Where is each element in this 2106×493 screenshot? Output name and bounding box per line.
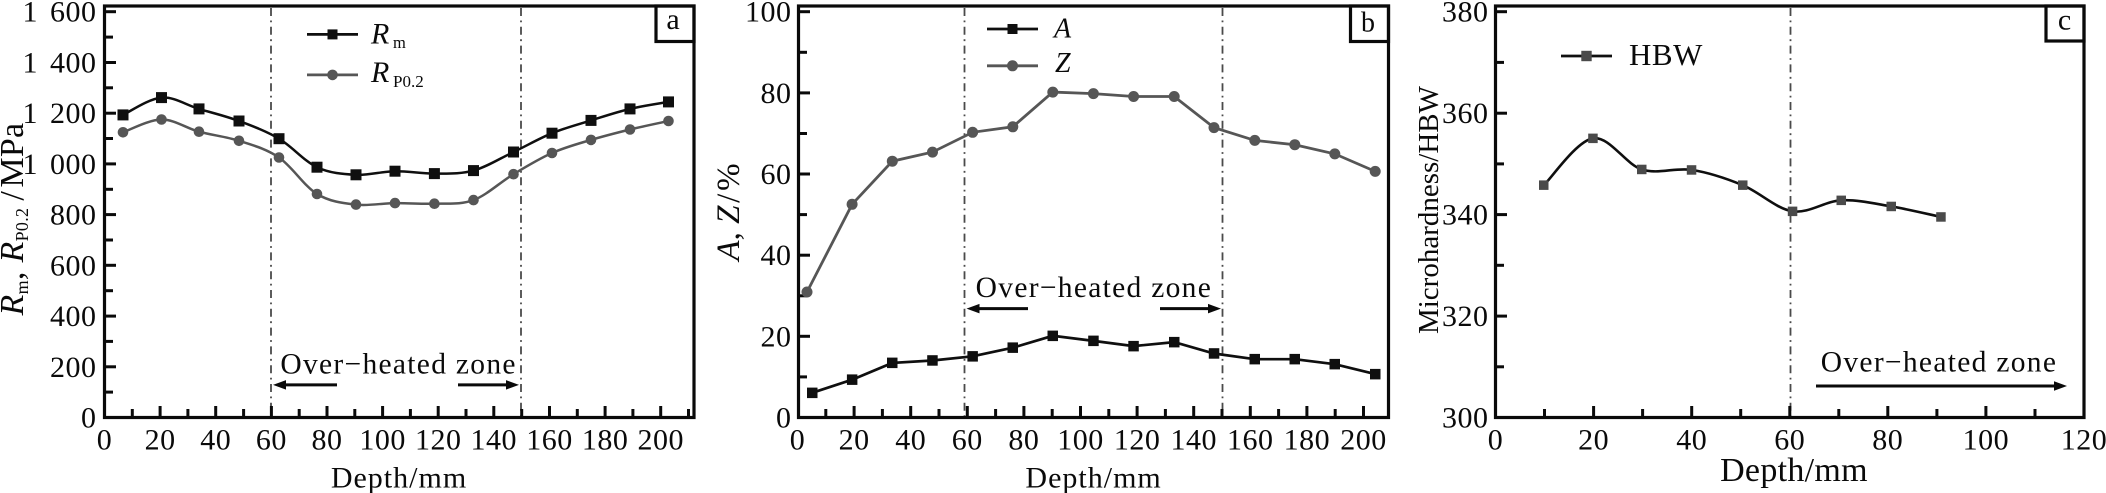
svg-text:200: 200 [1340, 424, 1387, 457]
svg-text:A: A [1052, 13, 1072, 44]
svg-text:60: 60 [952, 424, 983, 457]
svg-text:80: 80 [1872, 424, 1903, 457]
svg-text:40: 40 [895, 424, 926, 457]
svg-text:0: 0 [97, 424, 113, 457]
svg-text:160: 160 [526, 424, 573, 457]
svg-text:0: 0 [81, 402, 97, 435]
svg-text:120: 120 [2061, 424, 2106, 457]
svg-text:20: 20 [145, 424, 176, 457]
svg-text:m: m [393, 33, 406, 52]
svg-text:300: 300 [1442, 402, 1489, 435]
svg-text:180: 180 [582, 424, 629, 457]
svg-text:HBW: HBW [1629, 37, 1703, 72]
svg-text:200: 200 [637, 424, 684, 457]
svg-text:1 400: 1 400 [23, 47, 97, 80]
svg-text:Rm, RP0.2 / MPa: Rm, RP0.2 / MPa [0, 123, 32, 317]
svg-text:0: 0 [776, 402, 792, 435]
svg-text:60: 60 [761, 158, 792, 191]
svg-text:b: b [1361, 8, 1375, 39]
svg-text:20: 20 [839, 424, 870, 457]
svg-text:R: R [370, 17, 389, 50]
svg-text:Over−heated zone: Over−heated zone [976, 272, 1212, 304]
svg-text:100: 100 [359, 424, 406, 457]
svg-text:Over−heated zone: Over−heated zone [1821, 346, 2057, 378]
svg-text:Z: Z [1055, 48, 1071, 79]
svg-text:a: a [666, 3, 679, 36]
svg-text:800: 800 [50, 199, 97, 232]
svg-text:80: 80 [1008, 424, 1039, 457]
svg-text:60: 60 [1774, 424, 1805, 457]
svg-text:1 600: 1 600 [23, 0, 97, 29]
svg-text:100: 100 [1963, 424, 2010, 457]
svg-text:0: 0 [790, 424, 806, 457]
svg-text:40: 40 [1676, 424, 1707, 457]
svg-text:1 200: 1 200 [23, 97, 97, 130]
svg-text:A, Z / %: A, Z / % [711, 163, 747, 262]
svg-text:Over−heated zone: Over−heated zone [280, 349, 516, 381]
svg-text:80: 80 [761, 77, 792, 110]
svg-text:180: 180 [1284, 424, 1331, 457]
svg-text:20: 20 [1578, 424, 1609, 457]
svg-text:R: R [370, 56, 389, 89]
svg-text:200: 200 [50, 351, 97, 384]
svg-text:100: 100 [1057, 424, 1104, 457]
svg-text:40: 40 [761, 239, 792, 272]
svg-text:160: 160 [1227, 424, 1274, 457]
svg-text:120: 120 [415, 424, 462, 457]
svg-text:20: 20 [761, 320, 792, 353]
svg-text:Depth/mm: Depth/mm [1720, 452, 1868, 489]
svg-text:340: 340 [1442, 199, 1489, 232]
svg-text:80: 80 [312, 424, 343, 457]
svg-text:380: 380 [1442, 0, 1489, 29]
svg-text:140: 140 [471, 424, 518, 457]
svg-text:Depth/mm: Depth/mm [1025, 462, 1161, 493]
svg-text:1 000: 1 000 [23, 148, 97, 181]
svg-text:Microhardness/HBW: Microhardness/HBW [1413, 85, 1445, 334]
svg-text:100: 100 [745, 0, 792, 29]
svg-text:P0.2: P0.2 [393, 72, 424, 91]
svg-text:c: c [2058, 4, 2071, 37]
svg-text:60: 60 [256, 424, 287, 457]
svg-text:140: 140 [1170, 424, 1217, 457]
svg-text:320: 320 [1442, 300, 1489, 333]
svg-text:40: 40 [200, 424, 231, 457]
svg-text:400: 400 [50, 300, 97, 333]
svg-text:0: 0 [1488, 424, 1504, 457]
svg-text:360: 360 [1442, 97, 1489, 130]
svg-text:120: 120 [1114, 424, 1161, 457]
svg-text:Depth/mm: Depth/mm [331, 462, 467, 493]
svg-text:600: 600 [50, 249, 97, 282]
